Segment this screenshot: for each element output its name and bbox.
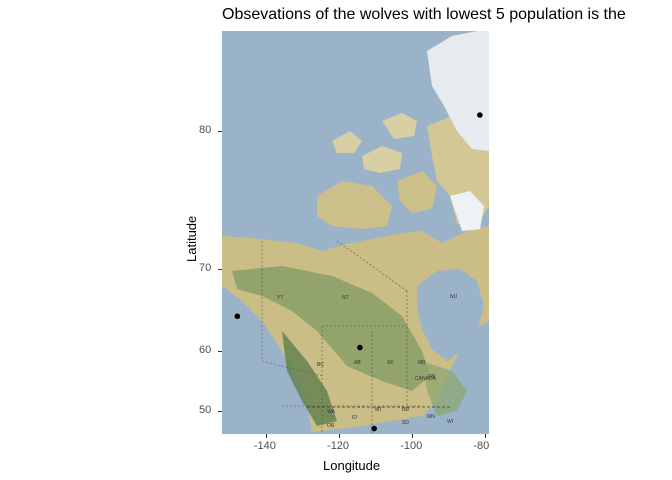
x-tick-mark	[485, 434, 487, 438]
map-label: AB	[354, 360, 361, 366]
x-tick-label: -80	[473, 440, 490, 452]
y-axis-title: Latitude	[184, 215, 199, 262]
map-basemap[interactable]: NT NU BC AB SK MB ON CANADA YT WA OR ID …	[222, 31, 489, 434]
map-label: YT	[277, 295, 283, 301]
y-tick-mark	[218, 411, 222, 413]
hudson-bay	[417, 269, 484, 361]
map-label: WA	[327, 409, 336, 415]
map-label: CANADA	[415, 376, 437, 382]
map-label: OR	[327, 423, 335, 429]
map-label: MN	[427, 414, 435, 420]
observation-points	[234, 112, 483, 432]
map-label: NT	[342, 295, 349, 301]
x-tick-mark	[265, 434, 267, 438]
map-label: MT	[375, 407, 382, 413]
y-tick-label: 70	[199, 261, 212, 274]
eastern-forest	[422, 361, 467, 416]
map-label: BC	[317, 362, 324, 368]
x-tick-mark	[339, 434, 341, 438]
map-label: ID	[352, 415, 357, 421]
observation-point[interactable]	[357, 344, 363, 351]
observation-point[interactable]	[477, 112, 483, 118]
ellesmere-island	[427, 31, 489, 151]
map-label: ND	[402, 407, 410, 413]
y-tick-mark	[218, 268, 222, 270]
mountain-forest	[282, 331, 337, 426]
map-label: SD	[402, 420, 409, 426]
y-tick-label: 80	[199, 124, 212, 137]
x-axis-title: Longitude	[323, 458, 381, 473]
x-tick-label: -140	[253, 440, 276, 452]
pacific-ocean	[222, 286, 312, 434]
y-tick-label: 50	[199, 404, 212, 417]
y-tick-mark	[218, 351, 222, 352]
observation-point[interactable]	[371, 425, 377, 432]
map-label: MB	[418, 360, 426, 366]
ice-cap	[450, 191, 484, 231]
x-tick-label: -120	[327, 440, 350, 452]
map-label: WI	[447, 419, 453, 425]
arctic-island	[397, 171, 437, 213]
arctic-island	[362, 146, 402, 173]
map-label: SK	[387, 360, 394, 366]
victoria-island	[317, 181, 392, 229]
observation-point[interactable]	[234, 313, 241, 320]
map-panel[interactable]: NT NU BC AB SK MB ON CANADA YT WA OR ID …	[222, 31, 489, 434]
arctic-island	[382, 113, 417, 139]
map-label: ON	[428, 374, 436, 380]
x-tick-label: -100	[400, 440, 423, 452]
province-boundaries	[261, 240, 422, 434]
y-tick-mark	[218, 131, 222, 133]
chart-title: Obsevations of the wolves with lowest 5 …	[222, 6, 626, 23]
arctic-island	[332, 131, 362, 153]
y-tick-label: 60	[199, 344, 212, 356]
x-tick-mark	[412, 434, 414, 438]
map-label: NU	[450, 294, 458, 300]
boreal-forest	[232, 266, 430, 391]
